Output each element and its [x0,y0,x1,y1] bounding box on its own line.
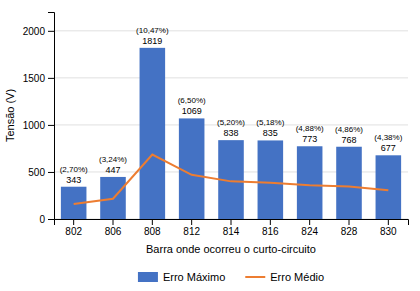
bar [336,147,362,219]
grid-line [54,77,408,78]
x-axis-title: Barra onde ocorreu o curto-circuito [146,243,316,255]
annotation: (4,38%) [374,133,402,142]
annotation: (4,86%) [335,125,363,134]
x-tick-mark [349,219,350,225]
y-tick-label: 1500 [23,73,46,84]
annotation: (2,70%) [60,165,88,174]
line [74,155,389,204]
grid [54,31,408,219]
value-label: 1069 [182,106,202,116]
value-label: 768 [341,135,356,145]
bar [140,48,166,219]
legend-label: Erro Médio [270,271,324,283]
x-tick: 802 [65,219,82,237]
x-tick-label: 806 [105,226,122,237]
value-label: 343 [66,175,81,185]
y-tick: 0 [39,214,54,225]
legend-swatch [245,276,265,278]
grid-line [54,30,408,31]
y-tick-mark [48,31,54,32]
x-tick-mark [73,219,74,225]
x-tick-mark [309,219,310,225]
value-label: 1819 [142,36,162,46]
y-tick: 500 [28,167,54,178]
y-tick-mark [48,78,54,79]
bar [297,146,323,219]
y-tick: 1500 [23,73,54,84]
bar [258,140,284,219]
value-label: 835 [263,128,278,138]
value-label: 677 [381,143,396,153]
legend-label: Erro Máximo [163,271,225,283]
x-tick-mark [113,219,114,225]
x-tick: 806 [105,219,122,237]
x-tick-label: 816 [262,226,279,237]
y-tick-mark [48,125,54,126]
plot: 343(2,70%) 447(3,24%) 1819(10,47%) 1069(6,5… [23,13,409,238]
x-tick-label: 824 [301,226,318,237]
annotation: (4,88%) [296,124,324,133]
data-labels: 343(2,70%) 447(3,24%) 1819(10,47%) 1069(6,5… [60,26,403,185]
legend-swatch [138,272,158,282]
x-tick: 812 [183,219,200,237]
annotation: (3,24%) [99,155,127,164]
bar [376,155,402,219]
legend-item: Erro Médio [245,271,324,283]
x-tick-label: 814 [223,226,240,237]
x-tick: 816 [262,219,279,237]
annotation: (5,18%) [256,118,284,127]
x-tick-mark [191,219,192,225]
y-tick-label: 2000 [23,26,46,37]
x-tick-label: 828 [341,226,358,237]
y-tick-label: 1000 [23,120,46,131]
x-tick-label: 802 [65,226,82,237]
x-tick-label: 812 [183,226,200,237]
bar [179,118,205,219]
chart: 343(2,70%) 447(3,24%) 1819(10,47%) 1069(6,5… [0,0,420,291]
x-tick: 828 [341,219,358,237]
legend: Erro Máximo Erro Médio [138,271,324,283]
x-tick: 830 [380,219,397,237]
y-tick-label: 0 [39,214,45,225]
x-axis-line [55,220,409,226]
annotation: (6,50%) [178,96,206,105]
annotation: (10,47%) [136,26,169,35]
y-tick-label: 500 [28,167,45,178]
value-label: 773 [302,134,317,144]
x-tick-mark [270,219,271,225]
y-axis-line [48,13,55,220]
x-tick-label: 830 [380,226,397,237]
annotation: (5,20%) [217,118,245,127]
x-tick: 824 [301,219,318,237]
y-axis-title: Tensão (V) [4,89,16,142]
x-tick: 808 [144,219,161,237]
value-label: 447 [105,165,120,175]
x-tick: 814 [223,219,240,237]
marks [61,48,401,219]
y-axis: 0 500 1000 1500 2000 [23,13,55,225]
y-tick: 2000 [23,26,54,37]
value-label: 838 [223,128,238,138]
x-axis: 802 806 808 812 814 816 824 828 830 [55,219,409,237]
x-tick-label: 808 [144,226,161,237]
legend-item: Erro Máximo [138,271,225,283]
x-tick-mark [388,219,389,225]
y-tick: 1000 [23,120,54,131]
x-tick-mark [152,219,153,225]
x-tick-mark [231,219,232,225]
y-tick-mark [48,172,54,173]
y-tick-mark [48,219,54,220]
